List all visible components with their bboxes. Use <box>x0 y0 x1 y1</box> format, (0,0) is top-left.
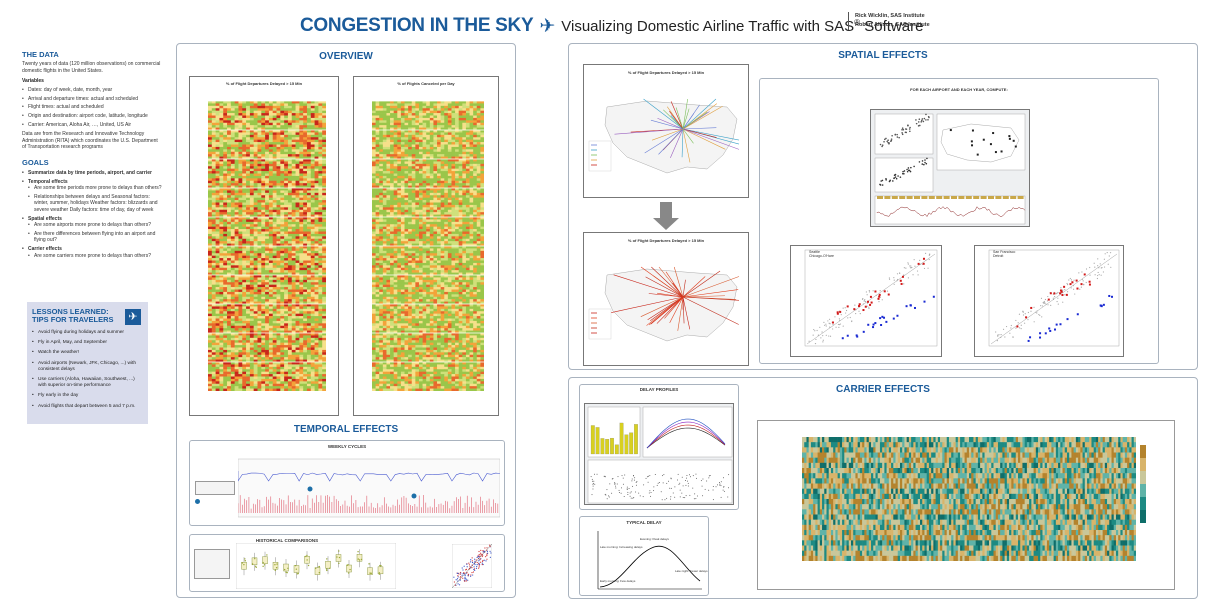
tip-item: Avoid flying during holidays and summer <box>32 330 143 336</box>
weekly-cycles-panel: WEEKLY CYCLES <box>189 440 505 526</box>
scatter-legend: San Francisco Detroit <box>993 250 1016 258</box>
variables-label: Variables <box>22 78 44 85</box>
tip-item: Watch the weather! <box>32 350 143 356</box>
goal-item: Carrier effects Are some carriers more p… <box>22 246 162 259</box>
delay-profiles-panel: DELAY PROFILES <box>579 384 739 510</box>
historical-scatter <box>452 544 492 588</box>
airport-comparison-panel: FOR EACH AIRPORT AND EACH YEAR, COMPUTE:… <box>759 78 1159 364</box>
weekly-legend-box <box>195 481 235 495</box>
cancel-heatmap <box>372 101 484 391</box>
delay-map-after: % of Flight Departures Delayed > 15 Min <box>583 232 749 366</box>
airport-scatter <box>804 249 938 347</box>
typical-label: Late morning: Increasing delays <box>600 545 643 549</box>
goal-item: Summarize data by time periods, airport,… <box>22 170 162 177</box>
the-data-title: THE DATA <box>22 50 59 59</box>
tip-item: Use carriers (Aloha, Hawaiian, Southwest… <box>32 377 143 389</box>
lessons-title: LESSONS LEARNED: TIPS FOR TRAVELERS <box>32 307 114 324</box>
carrier-effects-title: CARRIER EFFECTS <box>836 384 930 395</box>
arrow-shaft <box>660 202 672 219</box>
airplane-icon: ✈ <box>125 309 141 325</box>
poster-title: CONGESTION IN THE SKY <box>300 15 534 36</box>
map-title: % of Flight Departures Delayed > 15 Min <box>627 238 705 243</box>
lessons-learned-box: LESSONS LEARNED: TIPS FOR TRAVELERS ✈ Av… <box>27 302 148 424</box>
carrier-color-legend <box>1140 445 1146 523</box>
poster-header: CONGESTION IN THE SKY ✈ Visualizing Dome… <box>300 10 940 42</box>
carrier-heatmap <box>802 437 1136 561</box>
author-1: Rick Wicklin, SAS Institute <box>855 13 925 19</box>
linked-views <box>874 113 1026 225</box>
the-data-intro: Twenty years of data (120 million observ… <box>22 61 161 74</box>
typical-delay-panel: TYPICAL DELAY Late morning: Increasing d… <box>579 516 709 596</box>
airport-scatter <box>988 249 1120 347</box>
carrier-effects-panel: CARRIER EFFECTS DELAY PROFILES TYPICAL D… <box>568 377 1198 599</box>
typical-label: Evening: Peak delays <box>640 537 669 541</box>
delay-heatmap-figure: % of Flight Departures Delayed > 15 Min <box>189 76 339 416</box>
down-arrow-icon <box>653 218 679 230</box>
tip-item: Fly in April, May, and September <box>32 340 143 346</box>
cancel-heatmap-title: % of Flights Canceled per Day <box>397 81 455 86</box>
historical-comparisons-panel: HISTORICAL COMPARISONS <box>189 534 505 592</box>
author-2: Robert Allison, SAS Institute <box>855 22 930 28</box>
delay-profiles-screenshot <box>584 403 734 505</box>
carrier-heatmap-figure <box>757 420 1175 590</box>
delay-profiles-title: DELAY PROFILES <box>639 387 679 392</box>
goals-title: GOALS <box>22 158 49 168</box>
scatter-sf-detroit: San Francisco Detroit <box>974 245 1124 357</box>
tips-list: Avoid flying during holidays and summer … <box>32 330 143 410</box>
overview-panel: OVERVIEW % of Flight Departures Delayed … <box>176 43 516 598</box>
tip-item: Avoid airports (Newark, JFK, Chicago, ..… <box>32 361 143 373</box>
variable-item: Dates: day of week, date, month, year <box>22 87 162 94</box>
spatial-effects-panel: SPATIAL EFFECTS % of Flight Departures D… <box>568 43 1198 370</box>
historical-comparisons-title: HISTORICAL COMPARISONS <box>255 538 319 543</box>
overview-title: OVERVIEW <box>319 51 373 62</box>
weekly-cycles-chart <box>238 458 500 518</box>
typical-label: Early morning: Few delays <box>600 579 636 583</box>
variable-item: Arrival and departure times: actual and … <box>22 96 162 103</box>
holiday-marker-icon <box>195 499 200 504</box>
historical-legend-box <box>194 549 230 579</box>
cancel-heatmap-figure: % of Flights Canceled per Day <box>353 76 499 416</box>
goal-item: Spatial effects Are some airports more p… <box>22 216 162 244</box>
data-source: Data are from the Research and Innovativ… <box>22 131 158 150</box>
goal-item: Temporal effects Are some time periods m… <box>22 179 162 214</box>
route-map <box>588 266 740 342</box>
compare-heading: FOR EACH AIRPORT AND EACH YEAR, COMPUTE: <box>910 87 1008 92</box>
historical-boxplots <box>236 543 396 589</box>
scatter-legend: Seattle Chicago-O'Hare <box>809 250 834 258</box>
left-column: THE DATA Twenty years of data (120 milli… <box>22 50 162 262</box>
variable-item: Carrier: American, Aloha Air, …, United,… <box>22 122 162 129</box>
delay-heatmap-title: % of Flight Departures Delayed > 15 Min <box>225 81 303 86</box>
tip-item: Fly early in the day <box>32 393 143 399</box>
airplane-icon: ✈ <box>539 15 556 37</box>
variable-item: Flight times: actual and scheduled <box>22 104 162 111</box>
delay-profiles-views <box>587 406 733 504</box>
variable-item: Origin and destination: airport code, la… <box>22 113 162 120</box>
authors: Rick Wicklin, SAS Institute Robert Allis… <box>848 12 930 30</box>
goals-list: Summarize data by time periods, airport,… <box>22 170 162 260</box>
delay-map-before: % of Flight Departures Delayed > 15 Min <box>583 64 749 198</box>
tip-item: Avoid flights that depart between 5 and … <box>32 404 143 410</box>
typical-delay-curve <box>597 531 702 590</box>
map-title: % of Flight Departures Delayed > 15 Min <box>627 70 705 75</box>
spatial-effects-title: SPATIAL EFFECTS <box>838 50 928 61</box>
delay-heatmap <box>208 101 326 391</box>
weekly-cycles-title: WEEKLY CYCLES <box>327 444 367 449</box>
temporal-effects-title: TEMPORAL EFFECTS <box>293 424 399 435</box>
typical-label: Late night: Fewer delays <box>675 569 708 573</box>
typical-delay-title: TYPICAL DELAY <box>626 520 662 525</box>
variables-list: Dates: day of week, date, month, year Ar… <box>22 87 162 129</box>
goals-section: GOALS Summarize data by time periods, ai… <box>22 158 162 260</box>
linked-views-screenshot <box>870 109 1030 227</box>
route-map <box>588 98 740 174</box>
poster-subtitle: Visualizing Domestic Airline Traffic wit… <box>561 17 924 35</box>
scatter-seattle-chicago: Seattle Chicago-O'Hare <box>790 245 942 357</box>
